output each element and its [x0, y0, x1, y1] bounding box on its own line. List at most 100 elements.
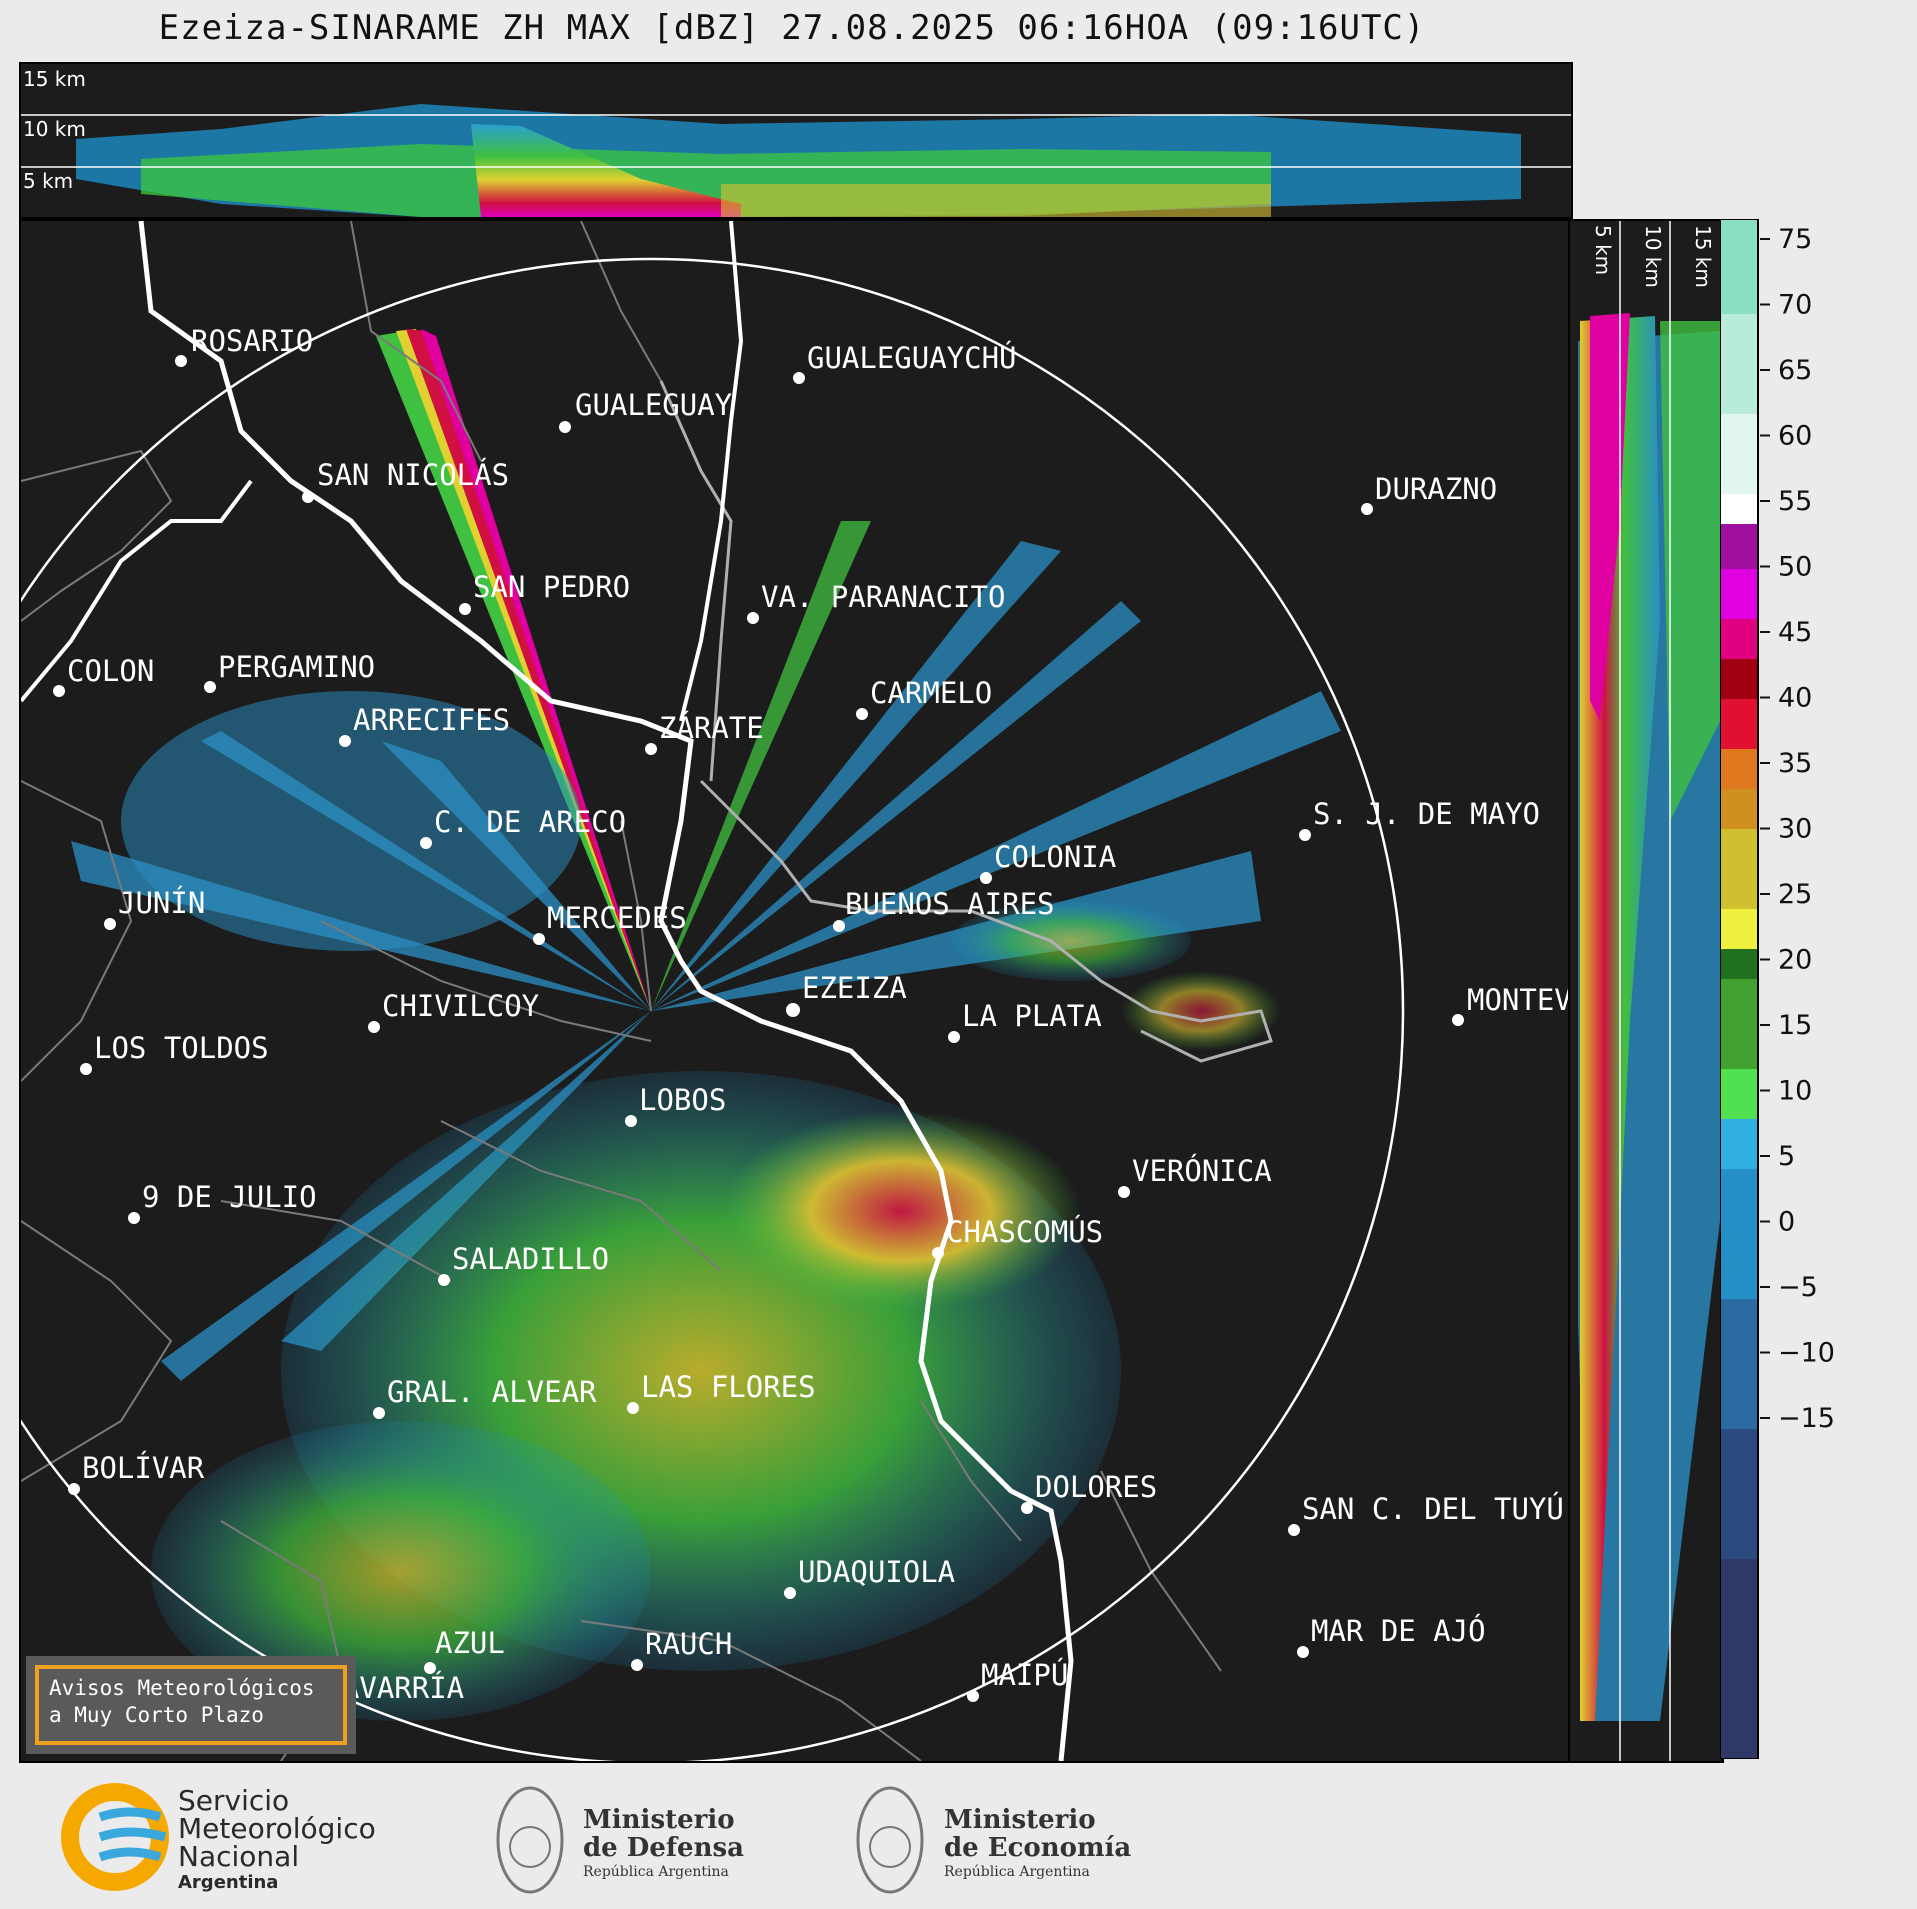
city-label-paranacito: VA. PARANACITO	[761, 580, 1005, 614]
warning-line-2: a Muy Corto Plazo	[49, 1703, 264, 1727]
colorbar-tick-label: 50	[1778, 552, 1812, 583]
smn-text-3: Nacional	[178, 1840, 299, 1873]
city-label-saladillo: SALADILLO	[452, 1242, 609, 1276]
cities: ROSARIO GUALEGUAYCHÚ GUALEGUAY SAN NICOL…	[53, 324, 1571, 1715]
city-label-san-clemente: SAN C. DEL TUYÚ	[1302, 1492, 1564, 1526]
city-dot-lobos	[625, 1115, 637, 1127]
city-label-ezeiza: EZEIZA	[802, 971, 907, 1005]
city-dot-maipu	[967, 1690, 979, 1702]
city-dot-chivilcoy	[368, 1021, 380, 1033]
city-label-gualeguaychu: GUALEGUAYCHÚ	[807, 341, 1017, 375]
side-cross-section-plot: 5 km 10 km 15 km	[1578, 221, 1720, 1761]
alt-label-side-10: 10 km	[1641, 225, 1665, 288]
city-dot-udaquiola	[784, 1587, 796, 1599]
city-dot-dolores	[1021, 1502, 1033, 1514]
warning-line-1: Avisos Meteorológicos	[49, 1676, 315, 1700]
colorbar-tick-label: 70	[1778, 290, 1812, 321]
top-echo-core	[471, 124, 741, 217]
city-dot-montevideo	[1452, 1014, 1464, 1026]
city-dot-mercedes	[533, 933, 545, 945]
side-echo-green	[1660, 321, 1720, 821]
colorbar-tick-label: 0	[1778, 1207, 1795, 1238]
city-label-carmelo: CARMELO	[870, 676, 992, 710]
side-cross-section-panel: 5 km 10 km 15 km	[1568, 219, 1724, 1763]
warning-box: Avisos Meteorológicos a Muy Corto Plazo	[26, 1656, 356, 1754]
economia-text-2: de Economía	[944, 1833, 1131, 1863]
echo-spike-red	[406, 329, 651, 1011]
economia-seal-icon	[856, 1786, 924, 1894]
colorbar-tick-label: 10	[1778, 1076, 1812, 1107]
defensa-text-2: de Defensa	[583, 1833, 744, 1863]
city-label-mar-de-ajo: MAR DE AJÓ	[1311, 1614, 1486, 1648]
top-echo-low	[721, 184, 1271, 217]
echo-spike-yellow	[396, 329, 651, 1011]
colorbar-tick-label: −15	[1778, 1403, 1835, 1434]
smn-text-2: Meteorológico	[178, 1812, 376, 1845]
echo-field-northwest	[121, 691, 581, 951]
city-label-san-pedro: SAN PEDRO	[473, 570, 630, 604]
city-label-mercedes: MERCEDES	[547, 901, 687, 935]
echo-cell-montevideo	[1121, 971, 1281, 1051]
city-dot-durazno	[1361, 503, 1373, 515]
city-dot-pergamino	[204, 681, 216, 693]
economia-text-1: Ministerio	[944, 1805, 1096, 1835]
city-dot-buenos-aires	[833, 920, 845, 932]
city-dot-san-nicolas	[302, 491, 314, 503]
city-label-rosario: ROSARIO	[191, 324, 313, 358]
smn-logo: Servicio Meteorológico Nacional Argentin…	[61, 1783, 376, 1893]
city-label-la-plata: LA PLATA	[962, 999, 1102, 1033]
colorbar-tick-label: 65	[1778, 355, 1812, 386]
city-dot-gualeguay	[559, 421, 571, 433]
echo-spike-magenta	[421, 329, 651, 1011]
city-label-udaquiola: UDAQUIOLA	[798, 1555, 955, 1589]
city-dot-zarate	[645, 743, 657, 755]
city-dot-areco	[420, 837, 432, 849]
city-dot-mar-de-ajo	[1297, 1646, 1309, 1658]
city-label-durazno: DURAZNO	[1375, 472, 1497, 506]
colorbar-tick-label: −10	[1778, 1338, 1835, 1369]
warning-box-border: Avisos Meteorológicos a Muy Corto Plazo	[35, 1665, 347, 1745]
uruguay-river	[659, 380, 733, 782]
economia-logo: Ministerio de Economía República Argenti…	[856, 1786, 1131, 1894]
city-label-junin: JUNÍN	[118, 886, 205, 920]
city-label-bolivar: BOLÍVAR	[82, 1451, 205, 1485]
colorbar-tick-label: 45	[1778, 617, 1812, 648]
economia-seal-inner	[869, 1826, 911, 1868]
city-dot-chascomus	[932, 1247, 944, 1259]
city-dot-los-toldos	[80, 1063, 92, 1075]
colorbar-tick-label: 75	[1778, 224, 1812, 255]
colorbar-tick-label: 5	[1778, 1141, 1795, 1172]
echo-field-southwest	[151, 1421, 651, 1721]
top-cross-section-panel: 15 km 10 km 5 km	[19, 62, 1573, 219]
city-label-chascomus: CHASCOMÚS	[946, 1215, 1103, 1249]
city-label-alvear: GRAL. ALVEAR	[387, 1375, 597, 1409]
city-dot-azul	[424, 1662, 436, 1674]
city-label-dolores: DOLORES	[1035, 1470, 1157, 1504]
city-label-maipu: MAIPÚ	[981, 1658, 1068, 1692]
city-dot-las-flores	[627, 1402, 639, 1414]
city-label-zarate: ZÁRATE	[659, 711, 764, 745]
city-label-chivilcoy: CHIVILCOY	[382, 989, 539, 1023]
city-label-arrecifes: ARRECIFES	[353, 703, 510, 737]
city-label-areco: C. DE ARECO	[434, 805, 626, 839]
city-dot-9-de-julio	[128, 1212, 140, 1224]
city-label-colon: COLON	[67, 654, 154, 688]
provincial-border	[21, 479, 253, 703]
alt-label-10: 10 km	[23, 117, 86, 141]
defensa-seal-inner	[509, 1826, 551, 1868]
city-dot-carmelo	[856, 708, 868, 720]
city-label-pergamino: PERGAMINO	[218, 650, 375, 684]
radar-site-dot	[786, 1003, 800, 1017]
city-dot-la-plata	[948, 1031, 960, 1043]
city-label-lobos: LOBOS	[639, 1083, 726, 1117]
colorbar-tick-label: −5	[1778, 1272, 1818, 1303]
colorbar-tick-label: 55	[1778, 486, 1812, 517]
colorbar	[1720, 219, 1759, 1759]
city-label-rauch: RAUCH	[645, 1627, 732, 1661]
map-title: Ezeiza-SINARAME ZH MAX [dBZ] 27.08.2025 …	[158, 8, 1426, 48]
radar-map-panel[interactable]: ROSARIO GUALEGUAYCHÚ GUALEGUAY SAN NICOL…	[19, 219, 1573, 1763]
city-dot-gualeguaychu	[793, 372, 805, 384]
city-dot-san-pedro	[459, 603, 471, 615]
city-label-azul: AZUL	[435, 1626, 505, 1660]
city-dot-veronica	[1118, 1186, 1130, 1198]
